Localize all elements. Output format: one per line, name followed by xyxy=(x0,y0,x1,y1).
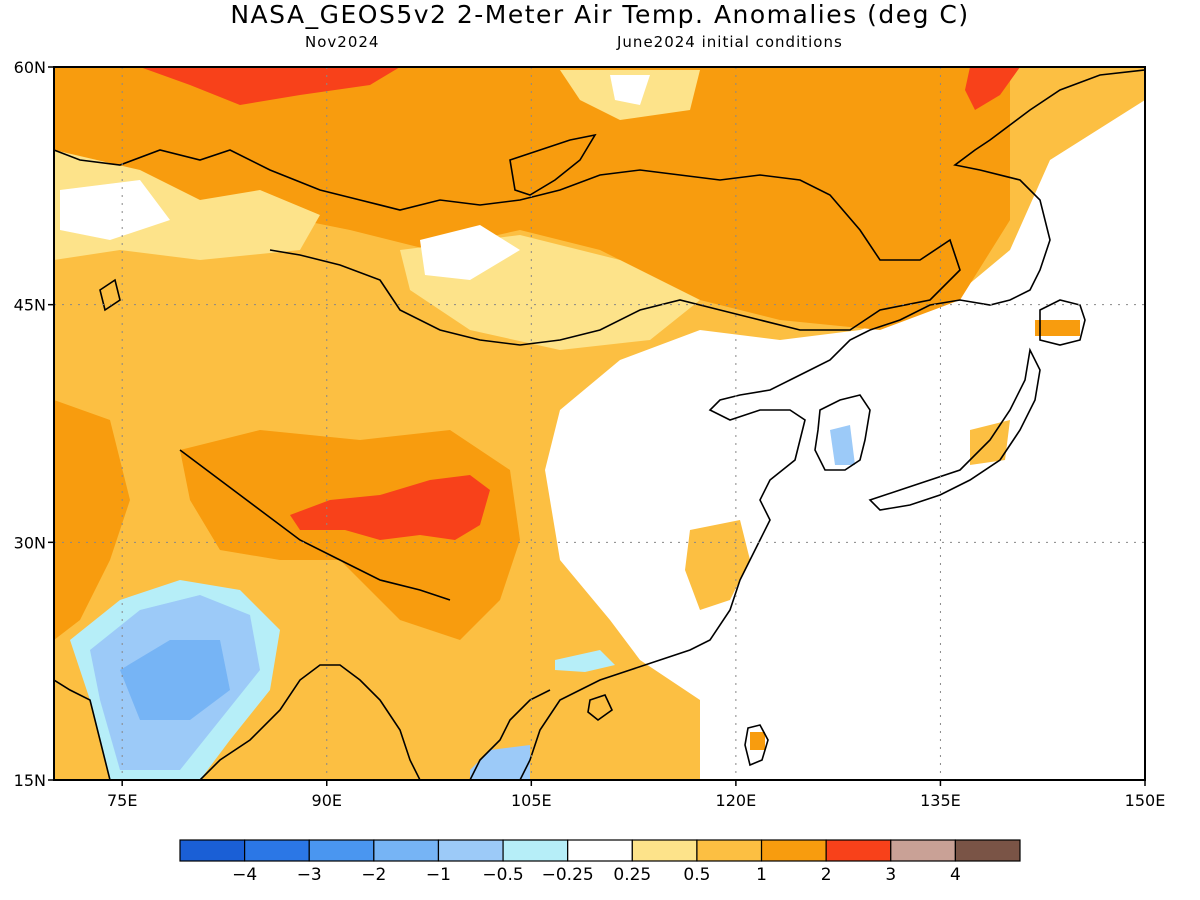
lon-tick-label: 120E xyxy=(716,791,757,810)
anomaly-zone-red-north xyxy=(140,67,400,105)
lon-tick-label: 135E xyxy=(920,791,961,810)
lake-baikal xyxy=(509,133,597,196)
colorbar-label: 0.25 xyxy=(613,865,651,885)
colorbar-label: −4 xyxy=(232,865,257,885)
latitude-axis: 60N 45N 30N 15N xyxy=(14,58,54,790)
india-west-coast xyxy=(54,679,111,780)
lat-tick-label: 15N xyxy=(14,771,46,790)
anomaly-patch-siberia xyxy=(610,75,650,105)
honshu-coast xyxy=(868,347,1041,511)
initial-conditions: June2024 initial conditions xyxy=(617,33,843,51)
anomaly-zone-north xyxy=(54,67,1010,330)
anomaly-patch-mongolia xyxy=(420,225,520,280)
colorbar-label: 0.5 xyxy=(683,865,710,885)
colorbar: −4 −3 −2 −1 −0.5 −0.25 0.25 0.5 1 2 3 4 xyxy=(179,839,1021,885)
colorbar-label: −0.25 xyxy=(542,865,594,885)
colorbar-swatch xyxy=(179,839,246,862)
colorbar-swatch xyxy=(760,839,827,862)
longitude-axis: 75E 90E 105E 120E 135E 150E xyxy=(107,780,1165,810)
hokkaido-coast xyxy=(1039,299,1086,346)
anomaly-patch-japan xyxy=(970,420,1010,465)
colorbar-label: −3 xyxy=(297,865,322,885)
anomaly-patch-hokkaido xyxy=(1035,320,1080,336)
himalaya-border xyxy=(179,449,451,601)
colorbar-label: −2 xyxy=(361,865,386,885)
anomaly-zone-south-china-cool xyxy=(555,650,615,672)
colorbar-label: −1 xyxy=(426,865,451,885)
colorbar-swatch xyxy=(696,839,763,862)
lon-tick-label: 150E xyxy=(1125,791,1166,810)
colorbar-label: −0.5 xyxy=(482,865,523,885)
colorbar-swatch xyxy=(954,839,1021,862)
anomaly-zone-red-northeast xyxy=(965,67,1020,110)
lat-tick-label: 45N xyxy=(14,296,46,315)
lake-balkhash xyxy=(99,278,121,312)
colorbar-swatch xyxy=(437,839,504,862)
lon-tick-label: 105E xyxy=(511,791,552,810)
coastlines xyxy=(54,69,1145,780)
map-grid xyxy=(54,67,1145,780)
lon-tick-label: 90E xyxy=(312,791,342,810)
colorbar-swatch xyxy=(373,839,440,862)
anomaly-patch-kazakh xyxy=(60,180,170,240)
colorbar-swatch xyxy=(567,839,633,862)
colorbar-label: 1 xyxy=(756,865,767,885)
anomaly-zone-west-india xyxy=(54,400,130,640)
taiwan-coast xyxy=(744,724,769,767)
hainan-coast xyxy=(587,694,614,722)
east-asia-coastline xyxy=(519,69,1145,780)
colorbar-swatch xyxy=(308,839,375,862)
anomaly-zone-southeast-china xyxy=(685,520,750,610)
indochina-coast xyxy=(469,689,551,780)
colorbar-swatch xyxy=(825,839,892,862)
colorbar-label: 3 xyxy=(885,865,896,885)
anomaly-zone-indochina-cool xyxy=(470,745,530,780)
lat-tick-label: 30N xyxy=(14,533,46,552)
colorbar-swatch xyxy=(502,839,569,862)
colorbar-swatch xyxy=(244,839,310,862)
anomaly-field xyxy=(54,67,1145,780)
forecast-month: Nov2024 xyxy=(305,33,380,51)
lon-tick-label: 75E xyxy=(107,791,137,810)
colorbar-swatch xyxy=(890,839,956,862)
map-title: NASA_GEOS5v2 2-Meter Air Temp. Anomalies… xyxy=(230,0,970,29)
colorbar-label: 4 xyxy=(950,865,961,885)
colorbar-label: 2 xyxy=(821,865,832,885)
map-frame xyxy=(53,66,1146,781)
lat-tick-label: 60N xyxy=(14,58,46,77)
mongolia-border xyxy=(54,149,961,346)
anomaly-patch-taiwan xyxy=(750,732,765,750)
colorbar-swatch xyxy=(631,839,698,862)
anomaly-zone-red-tibet-top xyxy=(290,475,490,540)
korea-peninsula xyxy=(814,394,871,471)
anomaly-zone-india-coolest xyxy=(120,640,230,720)
anomaly-zone-korea-cool xyxy=(830,425,855,465)
bay-of-bengal-coast xyxy=(199,664,421,780)
